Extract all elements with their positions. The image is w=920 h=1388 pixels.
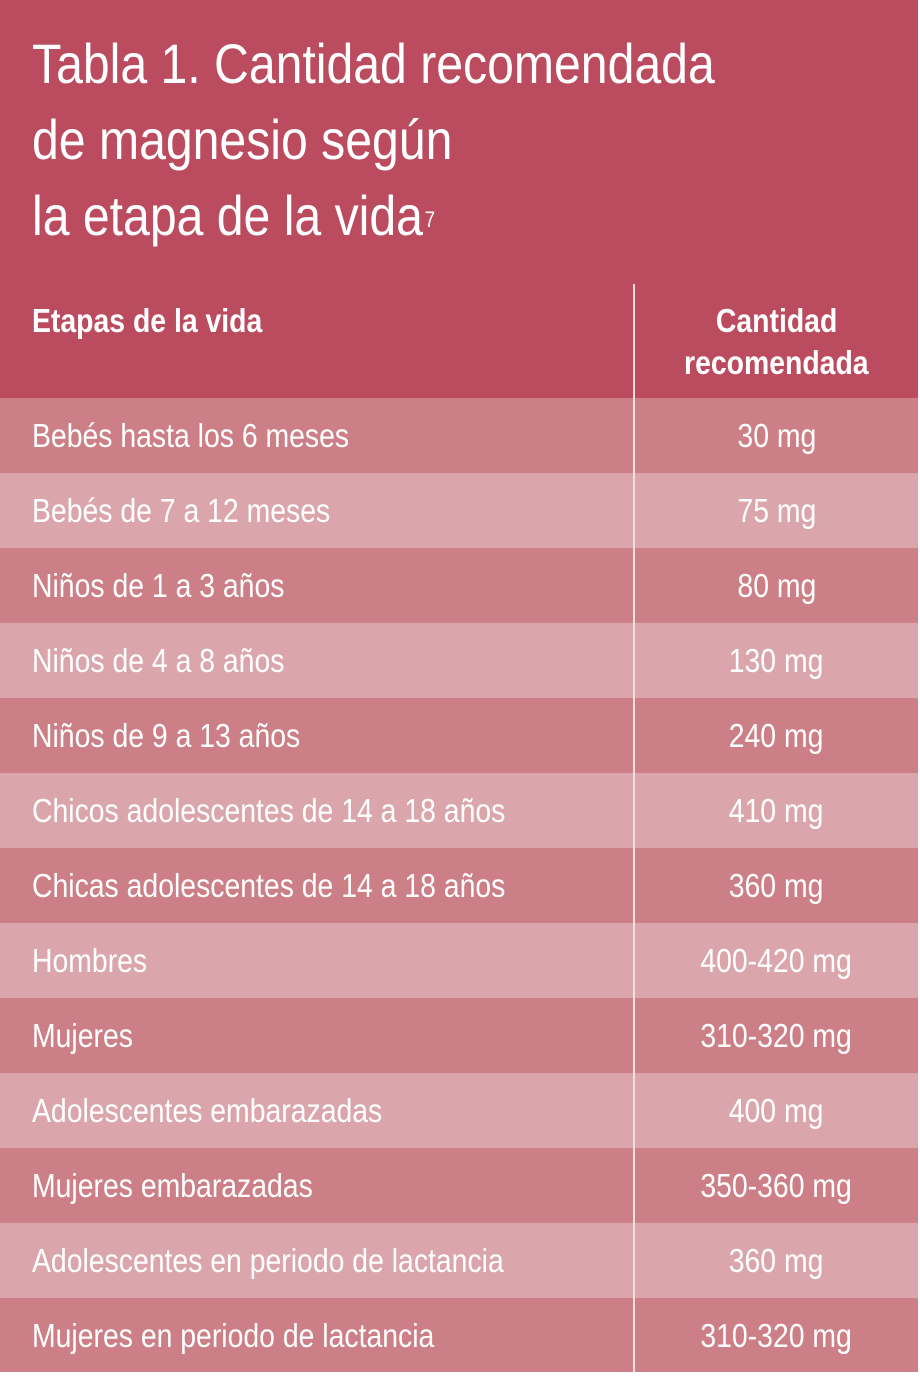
title-line-3-text: la etapa de la vida bbox=[32, 184, 423, 247]
table-row: Mujeres embarazadas 350-360 mg bbox=[0, 1148, 918, 1223]
amount-value: 80 mg bbox=[737, 567, 816, 604]
amount-cell: 310-320 mg bbox=[635, 998, 918, 1073]
title-line-1: Tabla 1. Cantidad recomendada bbox=[32, 32, 715, 95]
table-row: Niños de 1 a 3 años 80 mg bbox=[0, 548, 918, 623]
amount-value: 360 mg bbox=[729, 867, 824, 904]
table-row: Chicos adolescentes de 14 a 18 años 410 … bbox=[0, 773, 918, 848]
amount-value: 130 mg bbox=[729, 642, 824, 679]
stage-cell: Bebés hasta los 6 meses bbox=[32, 417, 350, 454]
amount-cell: 30 mg bbox=[635, 398, 918, 473]
amount-value: 310-320 mg bbox=[700, 1017, 853, 1054]
stage-cell: Niños de 1 a 3 años bbox=[32, 567, 285, 604]
stage-cell: Adolescentes embarazadas bbox=[32, 1092, 383, 1129]
table-row: Mujeres en periodo de lactancia 310-320 … bbox=[0, 1298, 918, 1372]
stage-cell: Hombres bbox=[32, 942, 148, 979]
amount-cell: 410 mg bbox=[635, 773, 918, 848]
amount-value: 400 mg bbox=[729, 1092, 824, 1129]
amount-value: 350-360 mg bbox=[700, 1167, 853, 1204]
table-row: Bebés de 7 a 12 meses 75 mg bbox=[0, 473, 918, 548]
stage-cell: Niños de 4 a 8 años bbox=[32, 642, 285, 679]
header-amount: Cantidad recomendada bbox=[635, 300, 918, 384]
title-footnote-reference: 7 bbox=[424, 207, 436, 232]
table-row: Chicas adolescentes de 14 a 18 años 360 … bbox=[0, 848, 918, 923]
stage-cell: Adolescentes en periodo de lactancia bbox=[32, 1242, 504, 1279]
amount-cell: 400 mg bbox=[635, 1073, 918, 1148]
table-body: Bebés hasta los 6 meses 30 mg Bebés de 7… bbox=[0, 398, 918, 1372]
table-title: Tabla 1. Cantidad recomendada de magnesi… bbox=[32, 26, 772, 254]
amount-cell: 75 mg bbox=[635, 473, 918, 548]
amount-value: 400-420 mg bbox=[700, 942, 853, 979]
stage-cell: Mujeres embarazadas bbox=[32, 1167, 313, 1204]
amount-cell: 360 mg bbox=[635, 848, 918, 923]
stage-cell: Chicos adolescentes de 14 a 18 años bbox=[32, 792, 506, 829]
amount-cell: 310-320 mg bbox=[635, 1298, 918, 1372]
amount-value: 310-320 mg bbox=[700, 1317, 853, 1354]
amount-cell: 400-420 mg bbox=[635, 923, 918, 998]
stage-cell: Chicas adolescentes de 14 a 18 años bbox=[32, 867, 506, 904]
amount-value: 410 mg bbox=[729, 792, 824, 829]
title-line-2: de magnesio según bbox=[32, 108, 453, 171]
title-line-3: la etapa de la vida7 bbox=[32, 178, 772, 254]
column-divider bbox=[633, 284, 635, 1372]
amount-cell: 80 mg bbox=[635, 548, 918, 623]
amount-cell: 360 mg bbox=[635, 1223, 918, 1298]
amount-value: 240 mg bbox=[729, 717, 824, 754]
amount-value: 360 mg bbox=[729, 1242, 824, 1279]
amount-cell: 350-360 mg bbox=[635, 1148, 918, 1223]
header-stage: Etapas de la vida bbox=[32, 302, 263, 339]
header-amount-line-2: recomendada bbox=[684, 344, 869, 381]
amount-cell: 130 mg bbox=[635, 623, 918, 698]
table-row: Mujeres 310-320 mg bbox=[0, 998, 918, 1073]
table-row: Hombres 400-420 mg bbox=[0, 923, 918, 998]
stage-cell: Mujeres en periodo de lactancia bbox=[32, 1317, 435, 1354]
table-row: Bebés hasta los 6 meses 30 mg bbox=[0, 398, 918, 473]
table-header-row: Etapas de la vida Cantidad recomendada bbox=[0, 284, 918, 398]
stage-cell: Niños de 9 a 13 años bbox=[32, 717, 301, 754]
table-row: Adolescentes embarazadas 400 mg bbox=[0, 1073, 918, 1148]
table-row: Adolescentes en periodo de lactancia 360… bbox=[0, 1223, 918, 1298]
amount-value: 75 mg bbox=[737, 492, 816, 529]
stage-cell: Mujeres bbox=[32, 1017, 133, 1054]
table-row: Niños de 9 a 13 años 240 mg bbox=[0, 698, 918, 773]
table-row: Niños de 4 a 8 años 130 mg bbox=[0, 623, 918, 698]
stage-cell: Bebés de 7 a 12 meses bbox=[32, 492, 331, 529]
header-amount-line-1: Cantidad bbox=[715, 302, 838, 339]
amount-cell: 240 mg bbox=[635, 698, 918, 773]
amount-value: 30 mg bbox=[737, 417, 816, 454]
